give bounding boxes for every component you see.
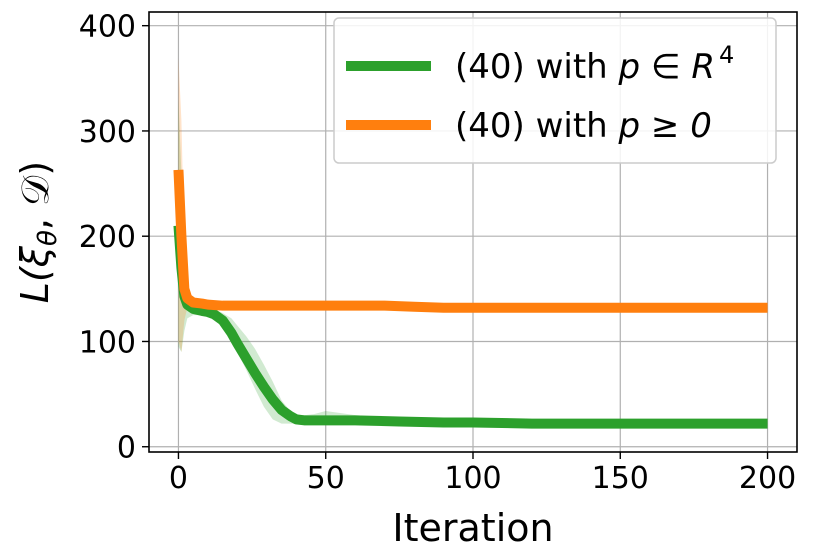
series-line-0	[173, 225, 768, 429]
y-tick-label: 300	[79, 115, 136, 150]
series-lines	[173, 169, 768, 429]
x-tick-label: 50	[307, 461, 345, 496]
series-line-1	[173, 169, 768, 313]
y-axis-ticks: 0 100 200 300 400	[79, 10, 149, 466]
legend-box	[333, 17, 777, 164]
x-axis-title: Iteration	[392, 506, 553, 550]
y-tick-label: 200	[79, 220, 136, 255]
legend-label-orange: (40) with p ≥ 0	[455, 106, 712, 146]
x-tick-label: 0	[169, 461, 188, 496]
x-tick-label: 100	[444, 461, 501, 496]
y-tick-label: 100	[79, 325, 136, 360]
x-axis-ticks: 0 50 100 150 200	[169, 452, 796, 496]
x-tick-label: 150	[592, 461, 649, 496]
y-tick-label: 0	[117, 431, 136, 466]
y-axis-title: L(ξθ, 𝒟)	[13, 161, 63, 303]
y-tick-label: 400	[79, 10, 136, 45]
x-tick-label: 200	[739, 461, 796, 496]
